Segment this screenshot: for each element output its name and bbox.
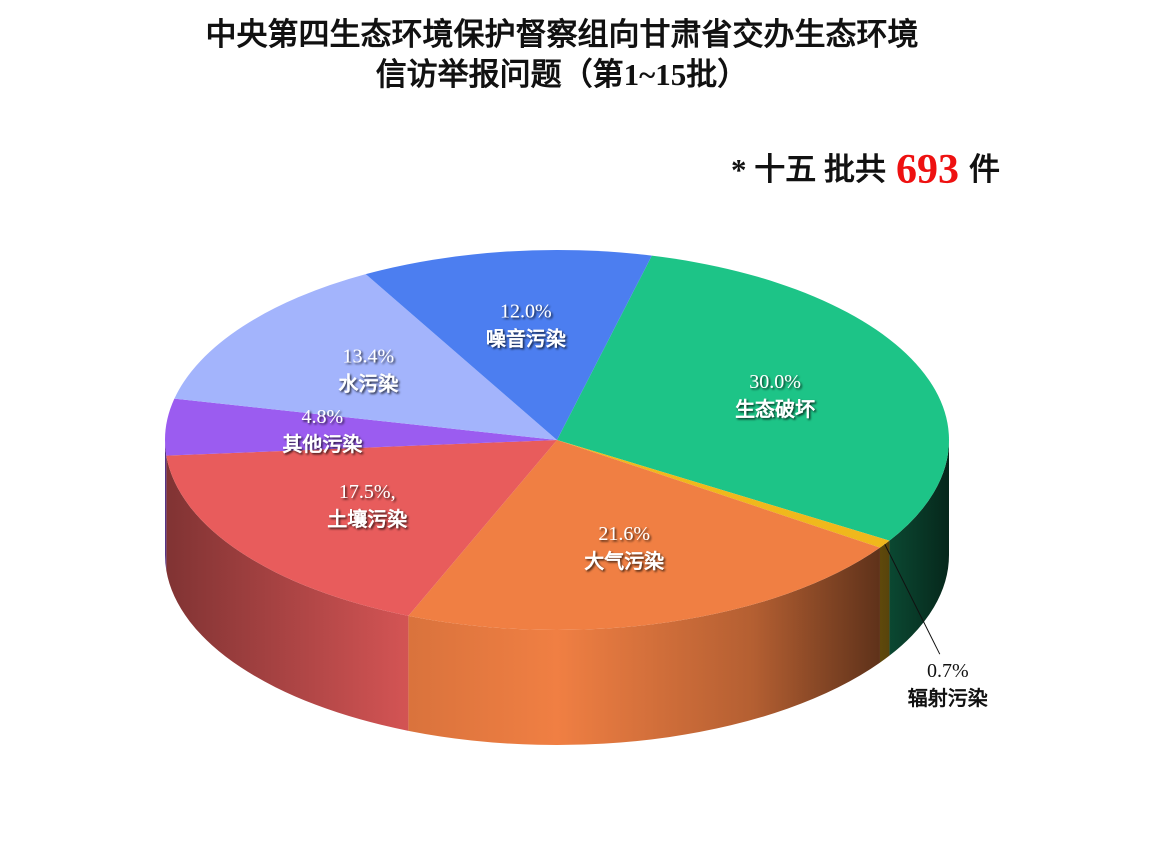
pie-slice xyxy=(166,440,557,616)
category-label: 噪音污染 xyxy=(486,327,567,351)
data-label: 12.0% xyxy=(500,301,552,323)
pie-slice xyxy=(174,274,557,440)
category-label: 生态破坏 xyxy=(735,397,815,421)
pie-slice-side xyxy=(408,547,880,745)
pie-slice xyxy=(557,440,890,548)
category-label: 大气污染 xyxy=(584,549,665,573)
annotation-total: 693 xyxy=(896,147,959,193)
pie-slice-side xyxy=(879,540,890,663)
annotation: * 十五 批共 693 件 xyxy=(731,147,1000,193)
data-label: 13.4% xyxy=(343,345,395,367)
category-label: 辐射污染 xyxy=(908,686,989,710)
data-label: 17.5%, xyxy=(339,481,396,503)
pie-slice xyxy=(408,440,880,630)
data-label: 0.7% xyxy=(927,660,969,682)
pie-slice-side xyxy=(165,440,167,571)
data-label: 30.0% xyxy=(749,371,801,393)
data-label: 4.8% xyxy=(302,406,344,428)
pie-slice-side xyxy=(889,440,949,656)
pie-labels: 30.0% 生态破坏 0.7% 辐射污染 21.6% 大气污染 17.5%, 土壤污染 4.8%… xyxy=(282,301,988,710)
leader-line xyxy=(884,543,941,655)
category-label: 水污染 xyxy=(338,371,399,395)
category-label: 其他污染 xyxy=(282,432,363,456)
pie-slice xyxy=(365,250,652,440)
pie-tops xyxy=(165,250,949,630)
chart-title: 信访举报问题（第1~15批） xyxy=(376,57,749,92)
pie-slice xyxy=(557,255,949,541)
pie-slice xyxy=(165,398,557,456)
chart-title: 中央第四生态环境保护督察组向甘肃省交办生态环境 xyxy=(206,17,919,52)
data-label: 21.6% xyxy=(598,523,650,545)
category-label: 土壤污染 xyxy=(327,507,408,531)
annotation-prefix: * 十五 批共 xyxy=(731,152,886,187)
annotation-suffix: 件 xyxy=(969,152,1000,187)
pie-slice-side xyxy=(166,455,409,731)
pie-sides xyxy=(165,440,949,745)
